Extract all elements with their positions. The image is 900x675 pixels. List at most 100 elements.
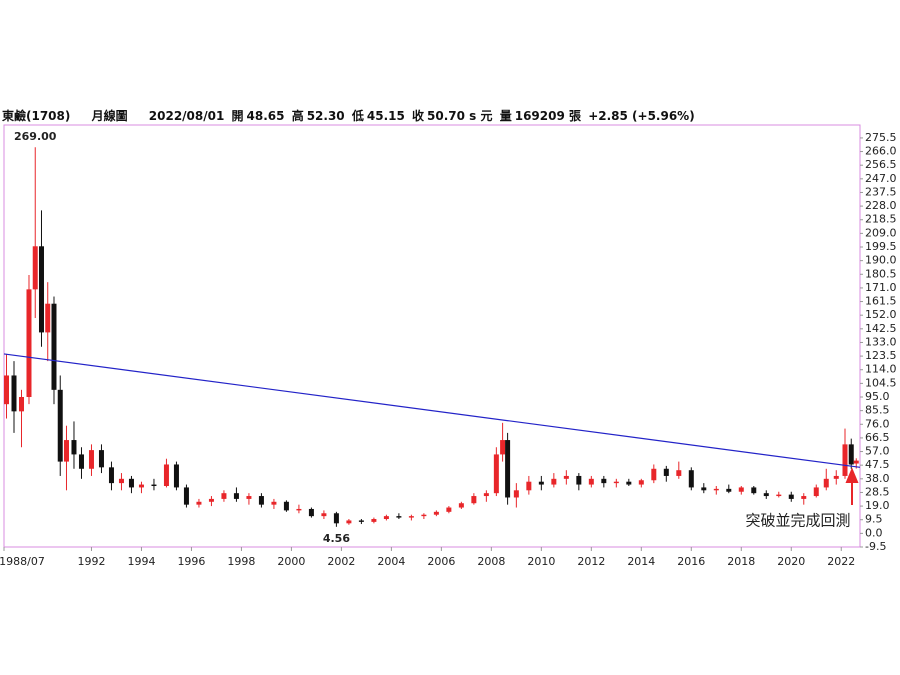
candle-body xyxy=(78,454,84,469)
y-tick-label: -9.5 xyxy=(865,540,886,553)
candle-body xyxy=(842,444,848,476)
candle-body xyxy=(151,484,157,486)
arrow xyxy=(845,467,859,505)
candle-body xyxy=(813,487,819,497)
x-tick-label: 2004 xyxy=(377,555,405,568)
candle-body xyxy=(823,478,829,488)
candle-body xyxy=(651,468,657,481)
candle-body xyxy=(726,488,732,492)
candle-body xyxy=(801,496,807,499)
y-tick-label: 9.5 xyxy=(865,513,883,526)
candle-body xyxy=(421,514,427,517)
candle-body xyxy=(833,475,839,479)
candle-body xyxy=(321,513,327,517)
candle-body xyxy=(538,481,544,485)
candle-body xyxy=(701,487,707,491)
candle-body xyxy=(346,520,352,524)
value: 52.30 xyxy=(306,109,345,123)
candle-body xyxy=(63,440,69,462)
candle-body xyxy=(433,511,439,515)
x-tick-label: 2008 xyxy=(477,555,505,568)
x-tick-label: 2002 xyxy=(327,555,355,568)
candle-body xyxy=(383,516,389,520)
y-tick-label: 161.5 xyxy=(865,295,897,308)
candle-body xyxy=(663,468,669,476)
y-tick-label: 66.5 xyxy=(865,431,890,444)
y-tick-label: 247.0 xyxy=(865,172,897,185)
candle-body xyxy=(233,493,239,499)
candle-body xyxy=(173,464,179,488)
y-tick-label: 114.0 xyxy=(865,363,897,376)
label: 高 xyxy=(291,109,304,123)
date: 2022/08/01 xyxy=(148,109,225,123)
label: 收 xyxy=(412,109,425,123)
y-tick-label: 19.0 xyxy=(865,499,890,512)
candle-body xyxy=(458,503,464,508)
y-tick-label: 237.5 xyxy=(865,185,897,198)
candle-body xyxy=(163,464,169,486)
y-tick-label: 104.5 xyxy=(865,376,897,389)
candle-body xyxy=(848,444,854,465)
candle-body xyxy=(57,389,63,462)
plot-frame xyxy=(3,124,861,548)
label: 低 xyxy=(351,109,364,123)
candle-body xyxy=(853,460,859,464)
candle-body xyxy=(751,487,757,494)
candle-body xyxy=(576,475,582,485)
x-tick-label: 2020 xyxy=(777,555,805,568)
x-tick-label: 2012 xyxy=(577,555,605,568)
candle-body xyxy=(183,487,189,505)
y-tick-label: 133.0 xyxy=(865,335,897,348)
candle-body xyxy=(493,454,499,494)
candle-body xyxy=(108,467,114,484)
y-tick-label: 171.0 xyxy=(865,281,897,294)
candle-body xyxy=(98,450,104,468)
y-tick-label: 190.0 xyxy=(865,254,897,267)
x-tick-label: 2018 xyxy=(727,555,755,568)
trend-line xyxy=(3,353,861,468)
y-tick-label: 38.0 xyxy=(865,472,890,485)
candle-body xyxy=(408,516,414,518)
y-tick-label: 228.0 xyxy=(865,199,897,212)
candle-body xyxy=(283,501,289,511)
stock-name: 東鹼(1708) xyxy=(2,109,71,123)
candle-body xyxy=(505,440,511,498)
candle-body xyxy=(563,475,569,479)
candle-body xyxy=(358,520,364,522)
candle-body xyxy=(3,375,9,405)
y-tick-label: 142.5 xyxy=(865,322,897,335)
candle-body xyxy=(333,513,339,524)
candle-body xyxy=(45,303,51,333)
x-tick-label: 2016 xyxy=(677,555,705,568)
candle-body xyxy=(513,490,519,498)
x-tick-label: 2010 xyxy=(527,555,555,568)
y-tick-label: 275.5 xyxy=(865,131,897,144)
candle-body xyxy=(296,508,302,511)
candle-body xyxy=(688,470,694,488)
y-tick-label: 28.5 xyxy=(865,485,890,498)
y-tick-label: 76.0 xyxy=(865,417,890,430)
candle-body xyxy=(18,397,24,412)
value: 48.65 xyxy=(246,109,285,123)
y-tick-label: 47.5 xyxy=(865,458,890,471)
candle-body xyxy=(271,501,277,505)
x-tick-label: 2006 xyxy=(427,555,455,568)
candle-body xyxy=(246,496,252,499)
candle-body xyxy=(88,450,94,469)
x-tick-label: 1992 xyxy=(77,555,105,568)
x-tick-label: 1998 xyxy=(227,555,255,568)
y-tick-label: 85.5 xyxy=(865,404,890,417)
candle-body xyxy=(196,501,202,505)
candle-body xyxy=(128,478,134,488)
y-tick-label: 95.0 xyxy=(865,390,890,403)
candle-body xyxy=(500,440,506,455)
x-tick-label: 2022 xyxy=(827,555,855,568)
y-tick-label: 0.0 xyxy=(865,526,883,539)
candle-body xyxy=(713,488,719,491)
candle-body xyxy=(638,480,644,485)
y-tick-label: 218.5 xyxy=(865,213,897,226)
x-tick-label: 2000 xyxy=(277,555,305,568)
